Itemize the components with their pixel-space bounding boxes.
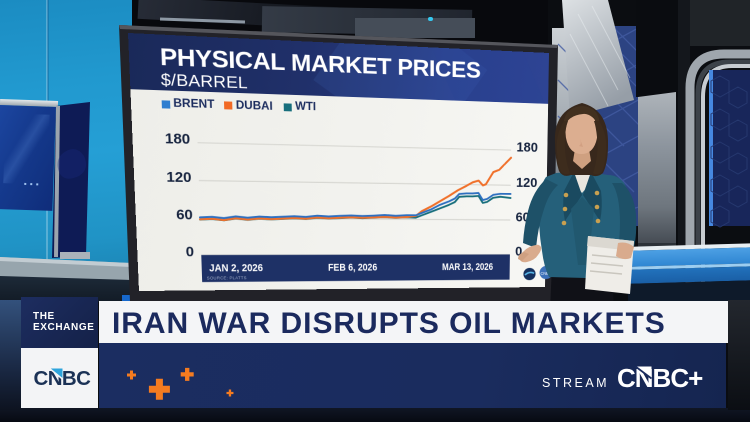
svg-text:120: 120: [166, 170, 192, 186]
svg-text:0: 0: [186, 245, 195, 260]
svg-text:180: 180: [165, 131, 191, 147]
svg-text:60: 60: [176, 208, 193, 223]
svg-text:SOURCE: PLATTS: SOURCE: PLATTS: [207, 276, 247, 281]
svg-text:CNBC: CNBC: [540, 272, 551, 277]
svg-text:180: 180: [516, 141, 538, 156]
svg-text:FEB 6, 2026: FEB 6, 2026: [328, 263, 377, 273]
svg-text:120: 120: [516, 176, 538, 191]
svg-text:MAR 13, 2026: MAR 13, 2026: [442, 262, 493, 272]
svg-text:JAN 2, 2026: JAN 2, 2026: [209, 263, 263, 274]
svg-text:0: 0: [515, 245, 523, 259]
